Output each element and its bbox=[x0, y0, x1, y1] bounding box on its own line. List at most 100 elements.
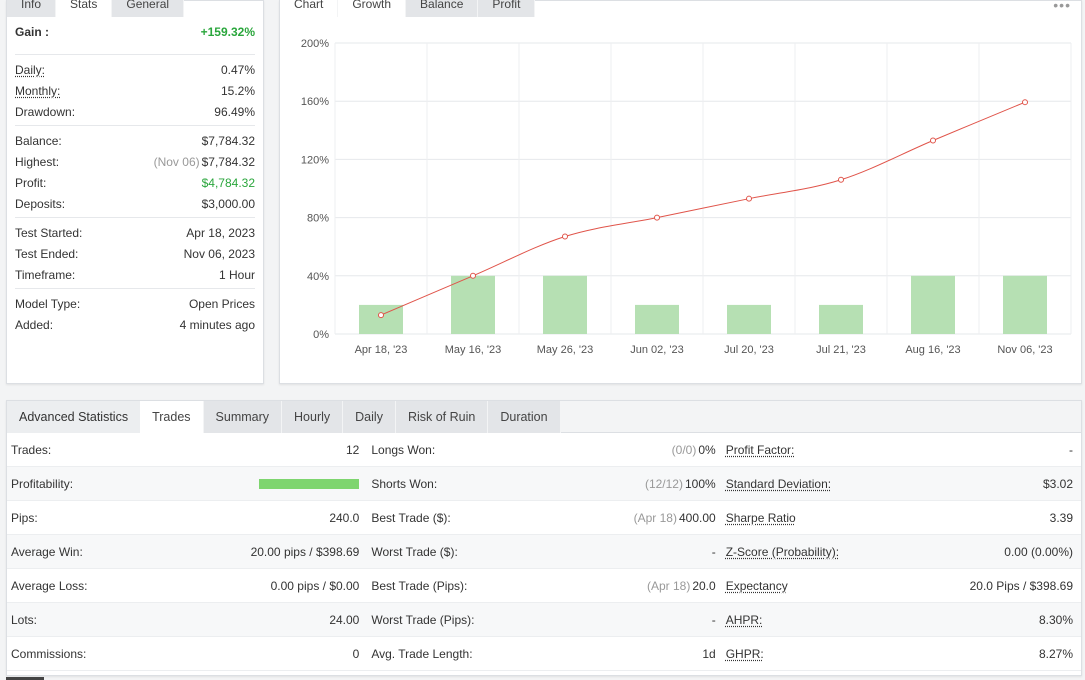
bar bbox=[819, 304, 863, 334]
highest-value-wrap: (Nov 06) $7,784.32 bbox=[154, 155, 255, 169]
row-average-loss: Average Loss: 0.00 pips / $0.00 bbox=[7, 569, 364, 603]
timeframe-label: Timeframe: bbox=[15, 267, 76, 282]
y-tick-label: 160% bbox=[301, 96, 329, 108]
row-longs-won: Longs Won: (0/0) 0% bbox=[363, 433, 720, 467]
tab-summary[interactable]: Summary bbox=[203, 401, 283, 433]
test-started-value: Apr 18, 2023 bbox=[186, 225, 255, 240]
advanced-grid: Trades: 12 Profitability: Pips: 240.0 Av… bbox=[7, 433, 1082, 671]
gain-label[interactable]: Gain : bbox=[15, 25, 50, 39]
tab-chart[interactable]: Chart bbox=[280, 0, 339, 17]
row-standard-deviation: Standard Deviation: $3.02 bbox=[719, 467, 1082, 501]
tab-general[interactable]: General bbox=[112, 0, 185, 17]
best-trade-pips-date: (Apr 18) bbox=[646, 578, 691, 593]
monthly-label[interactable]: Monthly: bbox=[15, 83, 61, 98]
drawdown-label: Drawdown: bbox=[15, 104, 76, 119]
tab-duration[interactable]: Duration bbox=[488, 401, 561, 433]
stat-row-timeframe: Timeframe: 1 Hour bbox=[15, 264, 255, 285]
tab-stats[interactable]: Stats bbox=[56, 0, 113, 17]
drawdown-value: 96.49% bbox=[214, 104, 255, 119]
x-tick-label: Jun 02, '23 bbox=[630, 344, 683, 356]
worst-trade-usd-label: Worst Trade ($): bbox=[371, 544, 458, 559]
growth-point bbox=[654, 214, 660, 221]
stats-panel: Info Stats General Gain : +159.32% Daily… bbox=[6, 0, 264, 384]
test-started-label: Test Started: bbox=[15, 225, 83, 240]
more-dots-icon[interactable]: ••• bbox=[1053, 0, 1071, 13]
worst-trade-pips-label: Worst Trade (Pips): bbox=[371, 612, 475, 627]
z-score-label[interactable]: Z-Score (Probability): bbox=[725, 544, 840, 559]
row-best-trade-pips: Best Trade (Pips): (Apr 18) 20.0 bbox=[363, 569, 720, 603]
stat-row-monthly: Monthly: 15.2% bbox=[15, 80, 255, 101]
chart-tabs: Chart Growth Balance Profit bbox=[280, 0, 536, 17]
sharpe-ratio-label[interactable]: Sharpe Ratio bbox=[725, 510, 796, 525]
x-tick-label: Jul 20, '23 bbox=[724, 344, 774, 356]
row-profitability: Profitability: bbox=[7, 467, 364, 501]
y-tick-label: 200% bbox=[301, 38, 329, 50]
tab-daily[interactable]: Daily bbox=[343, 401, 396, 433]
profitability-label: Profitability: bbox=[11, 476, 74, 491]
row-worst-trade-pips: Worst Trade (Pips): - bbox=[363, 603, 720, 637]
row-z-score: Z-Score (Probability): 0.00 (0.00%) bbox=[719, 535, 1082, 569]
tab-risk-of-ruin[interactable]: Risk of Ruin bbox=[395, 401, 489, 433]
highest-date: (Nov 06) bbox=[153, 154, 200, 169]
stats-group-rates: Daily: 0.47% Monthly: 15.2% Drawdown: 96… bbox=[15, 55, 255, 126]
trades-value: 12 bbox=[345, 442, 360, 457]
worst-trade-usd-value: - bbox=[711, 544, 716, 559]
tab-profit[interactable]: Profit bbox=[478, 0, 536, 17]
advanced-tabs: Advanced Statistics Trades Summary Hourl… bbox=[7, 401, 1081, 433]
growth-chart: 0% 40% 80% 120% 160% 200% Apr 18, '23 May 16, '… bbox=[301, 38, 1072, 356]
timeframe-value: 1 Hour bbox=[218, 267, 255, 282]
x-tick-label: Aug 16, '23 bbox=[905, 344, 960, 356]
tab-balance[interactable]: Balance bbox=[406, 0, 479, 17]
row-ahpr: AHPR: 8.30% bbox=[719, 603, 1082, 637]
expectancy-value: 20.0 Pips / $398.69 bbox=[969, 578, 1074, 593]
growth-point bbox=[930, 137, 936, 144]
model-type-label: Model Type: bbox=[15, 296, 81, 311]
x-tick-label: Apr 18, '23 bbox=[355, 344, 408, 356]
best-trade-pips-label: Best Trade (Pips): bbox=[371, 578, 468, 593]
bar bbox=[911, 275, 955, 334]
trades-column: Trades: 12 Profitability: Pips: 240.0 Av… bbox=[7, 433, 364, 671]
ghpr-label[interactable]: GHPR: bbox=[725, 646, 764, 661]
growth-point bbox=[378, 312, 384, 319]
bar bbox=[543, 275, 587, 334]
advanced-statistics-panel: Advanced Statistics Trades Summary Hourl… bbox=[6, 400, 1082, 676]
longs-won-value: 0% bbox=[698, 442, 716, 457]
profit-value: $4,784.32 bbox=[201, 175, 255, 190]
daily-label[interactable]: Daily: bbox=[15, 62, 46, 77]
worst-trade-pips-value: - bbox=[711, 612, 716, 627]
avg-trade-length-value: 1d bbox=[702, 646, 716, 661]
growth-line bbox=[380, 101, 1026, 316]
row-best-trade-usd: Best Trade ($): (Apr 18) 400.00 bbox=[363, 501, 720, 535]
row-pips: Pips: 240.0 bbox=[7, 501, 364, 535]
row-sharpe-ratio: Sharpe Ratio 3.39 bbox=[719, 501, 1082, 535]
stats-group-model: Model Type: Open Prices Added: 4 minutes… bbox=[15, 289, 255, 338]
profit-factor-label[interactable]: Profit Factor: bbox=[725, 442, 795, 457]
advanced-statistics-title: Advanced Statistics bbox=[7, 401, 141, 433]
tab-info[interactable]: Info bbox=[7, 0, 57, 17]
sharpe-ratio-value: 3.39 bbox=[1049, 510, 1074, 525]
ahpr-label[interactable]: AHPR: bbox=[725, 612, 763, 627]
best-trade-usd-label: Best Trade ($): bbox=[371, 510, 451, 525]
tab-growth[interactable]: Growth bbox=[338, 0, 407, 17]
expectancy-label[interactable]: Expectancy bbox=[725, 578, 788, 593]
lots-value: 24.00 bbox=[329, 612, 360, 627]
highest-value: $7,784.32 bbox=[201, 154, 255, 169]
longs-won-wrap: (0/0) 0% bbox=[672, 443, 716, 457]
model-type-value: Open Prices bbox=[188, 296, 255, 311]
average-loss-label: Average Loss: bbox=[11, 578, 88, 593]
row-average-win: Average Win: 20.00 pips / $398.69 bbox=[7, 535, 364, 569]
standard-deviation-label[interactable]: Standard Deviation: bbox=[725, 476, 832, 491]
gain-row: Gain : +159.32% bbox=[15, 17, 255, 55]
average-win-label: Average Win: bbox=[11, 544, 83, 559]
y-tick-label: 80% bbox=[307, 213, 329, 225]
tab-hourly[interactable]: Hourly bbox=[282, 401, 344, 433]
scroll-indicator bbox=[6, 677, 44, 680]
tab-trades[interactable]: Trades bbox=[140, 401, 204, 433]
pips-label: Pips: bbox=[11, 510, 38, 525]
growth-point bbox=[838, 176, 844, 183]
ghpr-value: 8.27% bbox=[1038, 646, 1074, 661]
y-tick-label: 0% bbox=[313, 329, 329, 341]
growth-point bbox=[1022, 99, 1028, 106]
longs-won-label: Longs Won: bbox=[371, 442, 436, 457]
shorts-won-label: Shorts Won: bbox=[371, 476, 438, 491]
